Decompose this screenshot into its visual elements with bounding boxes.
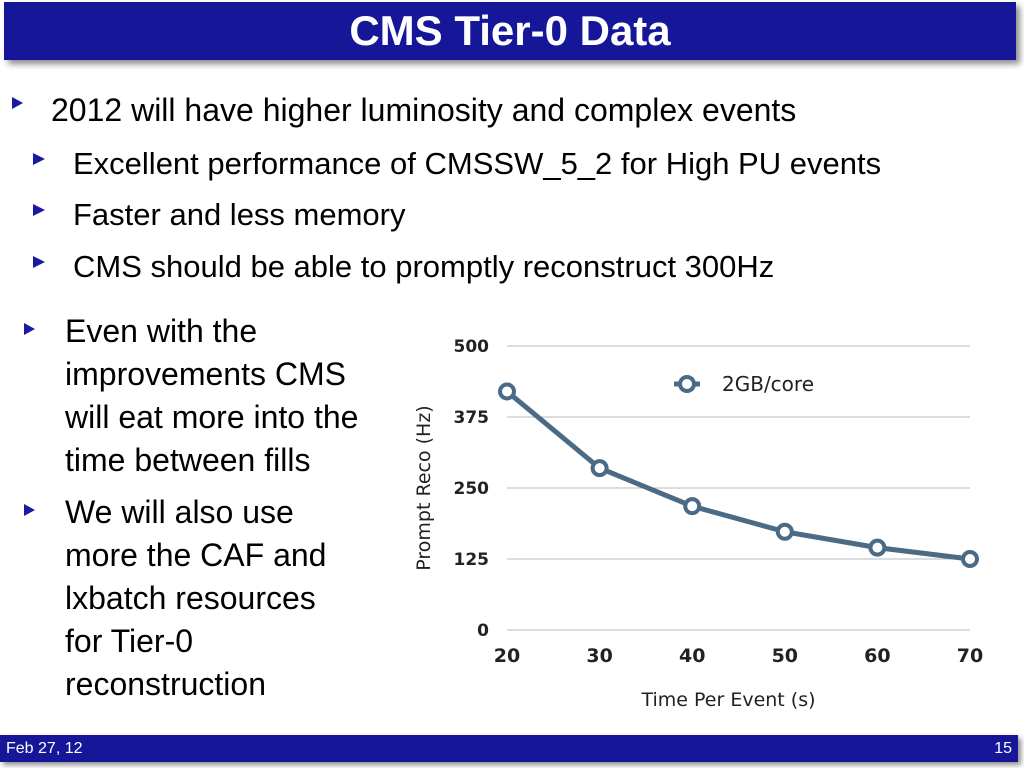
bullet-text: Even with the improvements CMS will eat … xyxy=(65,313,359,478)
slide-title: CMS Tier-0 Data xyxy=(349,7,671,54)
legend-label: 2GB/core xyxy=(722,372,814,396)
bullet-caf: We will also use more the CAF and lxbatc… xyxy=(24,491,326,706)
bullet-performance: Excellent performance of CMSSW_5_2 for H… xyxy=(33,146,881,182)
y-tick-label: 375 xyxy=(454,408,490,428)
data-point xyxy=(683,497,702,516)
bullet-arrow-icon xyxy=(33,204,45,216)
y-tick-label: 500 xyxy=(454,337,490,357)
y-tick-label: 0 xyxy=(477,621,489,641)
footer-bar: Feb 27, 12 15 xyxy=(0,735,1018,762)
bullet-text: 2012 will have higher luminosity and com… xyxy=(51,92,797,128)
x-tick-label: 30 xyxy=(586,645,612,667)
x-axis-label: Time Per Event (s) xyxy=(640,689,815,711)
y-axis-label: Prompt Reco (Hz) xyxy=(413,405,435,570)
bullet-arrow-icon xyxy=(24,323,35,335)
series-line xyxy=(505,389,971,562)
x-tick-label: 50 xyxy=(772,645,798,667)
bullet-arrow-icon xyxy=(33,153,45,165)
prompt-reco-chart: 0 125 250 375 500 20 30 40 50 60 70 Time Per Event … xyxy=(413,337,983,711)
bullet-text: Excellent performance of CMSSW_5_2 for H… xyxy=(73,146,882,181)
x-tick-label: 60 xyxy=(864,645,890,667)
bullet-arrow-icon xyxy=(33,256,45,268)
bullet-improvements: Even with the improvements CMS will eat … xyxy=(24,310,358,482)
x-tick-label: 40 xyxy=(679,645,705,667)
bullet-rate: CMS should be able to promptly reconstru… xyxy=(33,249,774,285)
y-tick-label: 250 xyxy=(454,479,490,499)
bullet-text: CMS should be able to promptly reconstru… xyxy=(73,249,775,284)
data-point xyxy=(590,459,609,478)
bullet-text: Faster and less memory xyxy=(73,197,406,232)
data-point xyxy=(498,382,516,401)
bullet-arrow-icon xyxy=(12,97,23,109)
legend-marker xyxy=(678,375,696,393)
bullet-arrow-icon xyxy=(24,504,35,516)
data-point xyxy=(868,538,887,557)
bullet-memory: Faster and less memory xyxy=(33,197,406,233)
bullet-luminosity: 2012 will have higher luminosity and com… xyxy=(12,92,796,129)
x-tick-label: 20 xyxy=(494,645,520,667)
title-bar: CMS Tier-0 Data xyxy=(4,2,1016,60)
footer-date: Feb 27, 12 xyxy=(6,740,83,757)
page-number: 15 xyxy=(994,740,1012,757)
y-tick-label: 125 xyxy=(454,550,490,570)
x-tick-label: 70 xyxy=(957,645,983,667)
data-point xyxy=(961,550,979,568)
bullet-text: We will also use more the CAF and lxbatc… xyxy=(65,494,327,702)
data-point xyxy=(775,522,794,541)
